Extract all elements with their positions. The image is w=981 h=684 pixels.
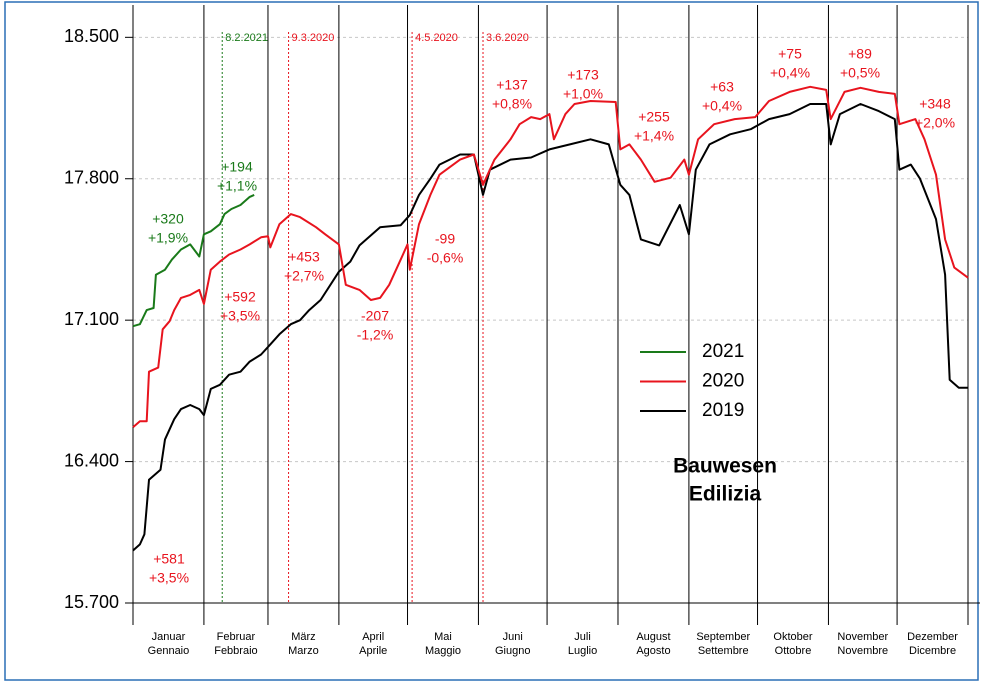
- annotation: +1,1%: [217, 178, 257, 194]
- series-line: [132, 193, 255, 328]
- panel-title: Edilizia: [689, 483, 762, 506]
- month-label: Aprile: [359, 645, 387, 657]
- month-label: April: [362, 631, 384, 643]
- month-label: Januar: [152, 631, 186, 643]
- month-label: Juni: [503, 631, 523, 643]
- annotation: -99: [435, 231, 455, 247]
- month-label: Settembre: [698, 645, 749, 657]
- y-tick-label: 17.100: [64, 309, 119, 329]
- annotation: +320: [152, 211, 184, 227]
- frame: [4, 1, 979, 681]
- month-label: August: [636, 631, 670, 643]
- month-label: Oktober: [773, 631, 812, 643]
- annotation: -1,2%: [357, 327, 394, 343]
- legend-label: 2020: [702, 371, 744, 392]
- annotation: +3,5%: [220, 308, 260, 324]
- annotation: +348: [919, 96, 951, 112]
- month-label: November: [837, 631, 888, 643]
- event-label: 3.6.2020: [486, 32, 529, 44]
- annotation: +581: [153, 551, 185, 567]
- y-tick-label: 17.800: [64, 167, 119, 187]
- series-line: [132, 103, 968, 552]
- month-label: Ottobre: [775, 645, 812, 657]
- event-label: 4.5.2020: [415, 32, 458, 44]
- event-label: 8.2.2021: [225, 32, 268, 44]
- annotation: +75: [778, 46, 802, 62]
- annotation: +255: [638, 109, 670, 125]
- y-tick-label: 16.400: [64, 450, 119, 470]
- month-label: September: [696, 631, 750, 643]
- annotation: +63: [710, 79, 734, 95]
- annotation: +89: [848, 46, 872, 62]
- annotation: +453: [288, 249, 320, 265]
- month-label: Febbraio: [214, 645, 257, 657]
- month-label: Juli: [574, 631, 591, 643]
- annotation: +0,5%: [840, 65, 880, 81]
- annotation: +0,4%: [770, 65, 810, 81]
- month-label: Maggio: [425, 645, 461, 657]
- month-label: Luglio: [568, 645, 597, 657]
- annotation: +0,8%: [492, 96, 532, 112]
- annotation: +0,4%: [702, 98, 742, 114]
- annotation: -0,6%: [427, 250, 464, 266]
- month-label: Novembre: [837, 645, 888, 657]
- y-tick-label: 18.500: [64, 26, 119, 46]
- month-label: Marzo: [288, 645, 319, 657]
- annotation: +194: [221, 159, 253, 175]
- panel-title: Bauwesen: [673, 455, 777, 478]
- month-label: Gennaio: [148, 645, 190, 657]
- series-line: [132, 85, 969, 428]
- month-label: Februar: [217, 631, 256, 643]
- month-label: Mai: [434, 631, 452, 643]
- annotation: +2,0%: [915, 115, 955, 131]
- legend-label: 2019: [702, 400, 744, 421]
- annotation: +1,9%: [148, 230, 188, 246]
- annotation: +137: [496, 77, 528, 93]
- annotation: +1,4%: [634, 128, 674, 144]
- month-label: Dicembre: [909, 645, 956, 657]
- event-label: 9.3.2020: [292, 32, 335, 44]
- month-label: Dezember: [907, 631, 958, 643]
- month-label: März: [291, 631, 315, 643]
- annotation: -207: [361, 308, 389, 324]
- month-label: Agosto: [636, 645, 670, 657]
- y-tick-label: 15.700: [64, 592, 119, 612]
- annotation: +1,0%: [563, 86, 603, 102]
- annotation: +2,7%: [284, 268, 324, 284]
- annotation: +592: [224, 289, 256, 305]
- legend-label: 2021: [702, 341, 744, 362]
- annotation: +3,5%: [149, 570, 189, 586]
- annotation: +173: [567, 67, 599, 83]
- month-label: Giugno: [495, 645, 530, 657]
